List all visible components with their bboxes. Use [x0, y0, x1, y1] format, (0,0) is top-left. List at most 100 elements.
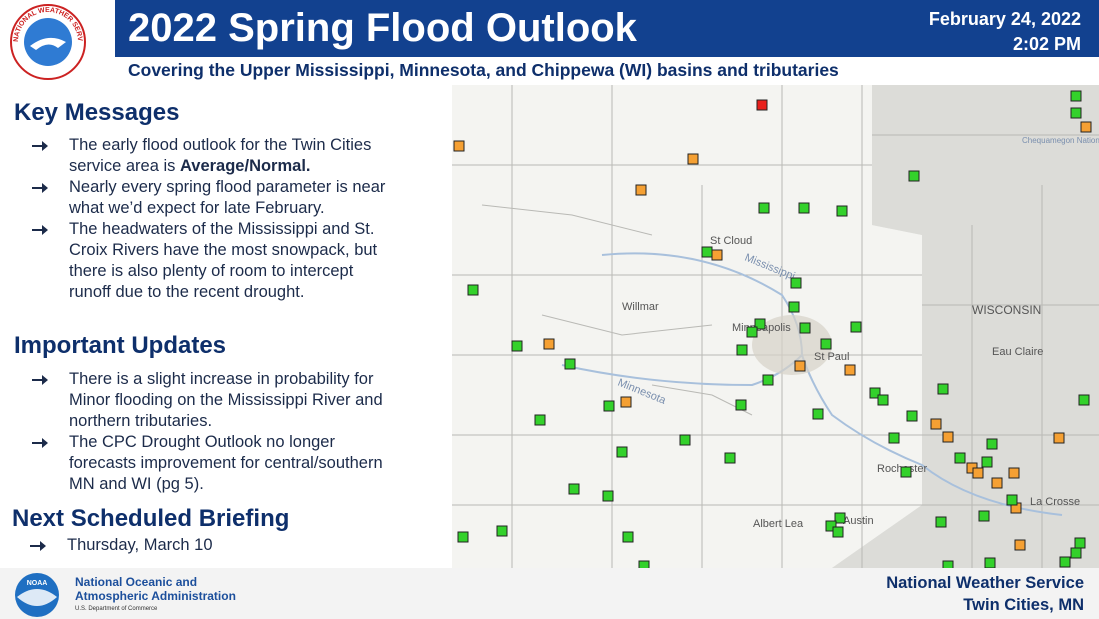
- gauge-marker: [756, 99, 768, 111]
- arrow-shape: [30, 541, 46, 551]
- gauge-marker: [954, 452, 966, 464]
- date: February 24, 2022: [928, 9, 1081, 29]
- gauge-marker: [942, 431, 954, 443]
- gauge-marker: [836, 205, 848, 217]
- bullet-arrow: [32, 141, 48, 151]
- bullet: The CPC Drought Outlook no longer foreca…: [32, 432, 392, 495]
- gauge-marker: [511, 340, 523, 352]
- gauge-marker: [616, 446, 628, 458]
- gauge-marker: [564, 358, 576, 370]
- gauge-marker: [906, 410, 918, 422]
- gauge-marker: [908, 170, 920, 182]
- nws-logo: NATIONAL WEATHER SERVICE: [8, 2, 86, 80]
- gauge-marker: [869, 387, 881, 399]
- agency-line: Atmospheric Administration: [75, 589, 236, 603]
- gauge-marker: [984, 557, 996, 568]
- gauge-marker: [1059, 556, 1071, 568]
- noaa-name: National Oceanic and Atmospheric Adminis…: [75, 575, 236, 615]
- bullet-list: The early flood outlook for the Twin Cit…: [32, 135, 394, 303]
- gauge-marker: [687, 153, 699, 165]
- gauge-marker: [1078, 394, 1090, 406]
- map-label: Willmar: [622, 301, 659, 313]
- noaa-text: NOAA: [27, 580, 48, 587]
- bullet-arrow: [30, 541, 46, 551]
- gauge-marker: [568, 483, 580, 495]
- bullet-text: Thursday, March 10: [67, 536, 213, 554]
- arrow-shape: [32, 141, 48, 151]
- gauge-marker: [534, 414, 546, 426]
- gauge-marker: [937, 383, 949, 395]
- bullet-arrow: [32, 183, 48, 193]
- header-band: [115, 0, 1099, 57]
- gauge-marker: [812, 408, 824, 420]
- arrow-shape: [32, 183, 48, 193]
- gauge-marker: [711, 249, 723, 261]
- gauge-marker: [888, 432, 900, 444]
- noaa-logo: NOAA: [15, 573, 59, 617]
- bullet-bold: Average/Normal.: [179, 157, 311, 175]
- gauge-marker: [467, 284, 479, 296]
- footer: [0, 568, 1099, 619]
- map-label: WISCONSIN: [972, 303, 1041, 317]
- gauge-marker: [754, 318, 766, 330]
- gauge-marker: [1006, 494, 1018, 506]
- bullet-text: The early flood outlook for the Twin Cit…: [69, 136, 372, 175]
- gauge-marker: [762, 374, 774, 386]
- map-label: La Crosse: [1030, 496, 1080, 508]
- subtitle: Covering the Upper Mississippi, Minnesot…: [128, 60, 839, 80]
- gauge-marker: [1070, 107, 1082, 119]
- gauge-marker: [679, 434, 691, 446]
- gauge-marker: [735, 399, 747, 411]
- bullet-text: There is a slight increase in probabilit…: [69, 370, 383, 430]
- gauge-marker: [794, 360, 806, 372]
- datetime: February 24, 2022 2:02 PM: [929, 7, 1081, 57]
- bullet-list: Thursday, March 10: [30, 535, 390, 556]
- map-label: Chequamegon National Forest: [1022, 136, 1099, 145]
- gauge-marker: [746, 326, 758, 338]
- gauge-marker: [620, 396, 632, 408]
- gauge-marker: [635, 184, 647, 196]
- bullet: There is a slight increase in probabilit…: [32, 369, 392, 432]
- office-line: National Weather Service: [886, 574, 1084, 592]
- gauge-marker: [798, 202, 810, 214]
- gauge-marker: [820, 338, 832, 350]
- gauge-marker: [900, 466, 912, 478]
- bullet-text: Nearly every spring flood parameter is n…: [69, 178, 386, 217]
- gauge-marker: [736, 344, 748, 356]
- section-heading: Important Updates: [14, 332, 227, 359]
- bullet: Thursday, March 10: [30, 535, 390, 556]
- arrow-shape: [32, 438, 48, 448]
- gauge-marker: [850, 321, 862, 333]
- map: St CloudWillmarMinneapolisSt PaulWISCONS…: [452, 85, 1099, 568]
- gauge-marker: [453, 140, 465, 152]
- gauge-marker: [1053, 432, 1065, 444]
- map-label: St Paul: [814, 351, 849, 363]
- map-label: Eau Claire: [992, 346, 1043, 358]
- gauge-marker: [1074, 537, 1086, 549]
- gauge-marker: [825, 520, 837, 532]
- map-label: St Cloud: [710, 235, 752, 247]
- bullet-text: The headwaters of the Mississippi and St…: [69, 220, 378, 301]
- gauge-marker: [930, 418, 942, 430]
- gauge-marker: [844, 364, 856, 376]
- gauge-marker: [981, 456, 993, 468]
- gauge-marker: [724, 452, 736, 464]
- gauge-marker: [496, 525, 508, 537]
- arrow-shape: [32, 375, 48, 385]
- gauge-marker: [1080, 121, 1092, 133]
- gauge-marker: [602, 490, 614, 502]
- bullet: The headwaters of the Mississippi and St…: [32, 219, 394, 303]
- title: 2022 Spring Flood Outlook: [128, 6, 637, 50]
- bullet-arrow: [32, 375, 48, 385]
- gauge-marker: [972, 467, 984, 479]
- gauge-marker: [877, 394, 889, 406]
- gauge-marker: [790, 277, 802, 289]
- gauge-marker: [1070, 547, 1082, 559]
- gauge-marker: [799, 322, 811, 334]
- section-heading: Next Scheduled Briefing: [12, 505, 290, 532]
- gauge-marker: [788, 301, 800, 313]
- bullet-arrow: [32, 438, 48, 448]
- gauge-marker: [935, 516, 947, 528]
- gauge-marker: [942, 560, 954, 568]
